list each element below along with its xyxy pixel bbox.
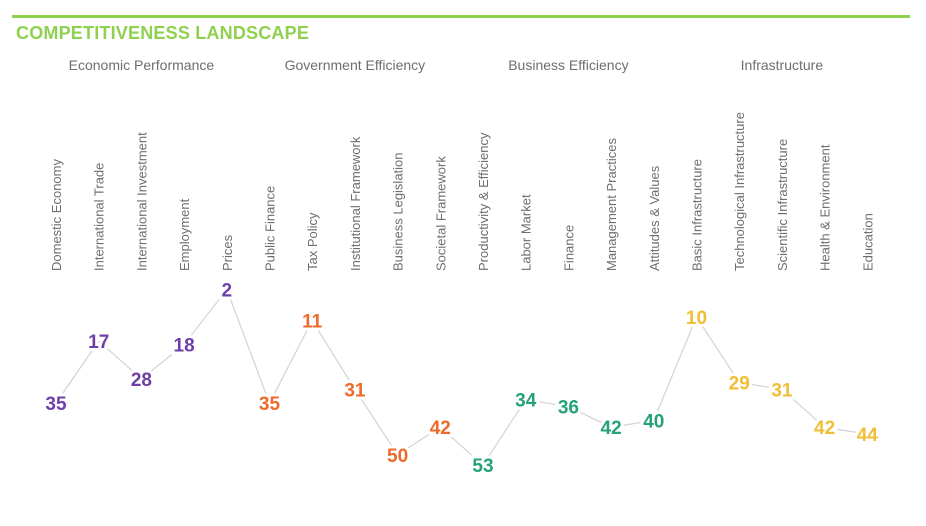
connector-line bbox=[695, 316, 740, 383]
rank-value: 31 bbox=[344, 380, 366, 401]
title-rule bbox=[12, 15, 910, 18]
connector-line bbox=[55, 340, 100, 404]
category-label: Management Practices bbox=[604, 138, 619, 271]
rank-value: 53 bbox=[472, 456, 493, 477]
category-label: Domestic Economy bbox=[49, 159, 64, 271]
connector-lines bbox=[55, 289, 868, 466]
category-label: International Trade bbox=[92, 163, 107, 271]
group-header: Economic Performance bbox=[69, 57, 215, 73]
category-label: Prices bbox=[220, 234, 235, 271]
connector-line bbox=[141, 344, 185, 380]
category-label: Business Legislation bbox=[391, 152, 406, 271]
connector-line bbox=[311, 320, 356, 390]
chart-title: COMPETITIVENESS LANDSCAPE bbox=[16, 23, 310, 43]
connector-line bbox=[482, 399, 527, 466]
category-label: Tax Policy bbox=[305, 212, 320, 271]
connector-line bbox=[781, 388, 825, 428]
rank-value: 42 bbox=[814, 418, 835, 439]
connector-line bbox=[525, 399, 569, 408]
category-label: Basic Infrastructure bbox=[690, 159, 705, 271]
rank-value: 31 bbox=[771, 380, 793, 401]
connector-line bbox=[653, 316, 698, 421]
rank-value: 35 bbox=[259, 394, 281, 415]
rank-value: 42 bbox=[601, 418, 622, 439]
rank-value: 28 bbox=[131, 370, 152, 391]
group-header: Business Efficiency bbox=[508, 57, 628, 73]
rank-value: 44 bbox=[857, 425, 879, 446]
connector-line bbox=[98, 340, 142, 380]
connector-line bbox=[268, 320, 313, 404]
connector-line bbox=[568, 406, 612, 428]
rank-value: 18 bbox=[174, 336, 195, 357]
category-label: International Investment bbox=[134, 132, 149, 271]
rank-value: 29 bbox=[729, 373, 750, 394]
rank-value: 34 bbox=[515, 391, 537, 412]
rank-value: 50 bbox=[387, 446, 408, 467]
rank-value: 2 bbox=[222, 280, 233, 301]
category-label: Labor Market bbox=[519, 194, 534, 271]
category-label: Institutional Framework bbox=[348, 136, 363, 271]
category-label: Productivity & Efficiency bbox=[476, 132, 491, 271]
connector-line bbox=[397, 426, 441, 456]
connector-line bbox=[354, 389, 399, 456]
connector-line bbox=[739, 381, 782, 390]
category-label: Public Finance bbox=[263, 186, 278, 271]
connector-line bbox=[183, 289, 228, 345]
rank-value: 11 bbox=[302, 311, 323, 332]
connector-line bbox=[439, 426, 484, 466]
category-label: Health & Environment bbox=[818, 144, 833, 271]
category-label: Attitudes & Values bbox=[647, 165, 662, 271]
connector-line bbox=[226, 289, 271, 404]
category-label: Technological Infrastructure bbox=[732, 112, 747, 271]
category-label: Scientific Infrastructure bbox=[775, 139, 790, 271]
rank-value: 40 bbox=[643, 411, 664, 432]
rank-value: 35 bbox=[45, 394, 67, 415]
category-label: Education bbox=[860, 213, 875, 271]
rank-value: 42 bbox=[430, 418, 451, 439]
rank-value: 10 bbox=[686, 308, 707, 329]
rank-value: 17 bbox=[88, 332, 109, 353]
group-header: Government Efficiency bbox=[285, 57, 426, 73]
rank-value: 36 bbox=[558, 398, 579, 419]
category-label: Finance bbox=[561, 225, 576, 271]
connector-line bbox=[611, 419, 654, 428]
connector-line bbox=[824, 426, 868, 435]
group-header: Infrastructure bbox=[741, 57, 824, 73]
category-label: Societal Framework bbox=[433, 156, 448, 271]
category-label: Employment bbox=[177, 198, 192, 271]
